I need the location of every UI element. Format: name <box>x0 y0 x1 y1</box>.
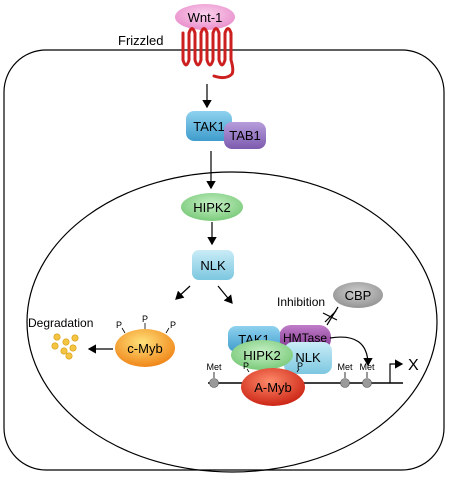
tak1-node <box>186 111 232 141</box>
nlk-label: NLK <box>200 258 226 273</box>
cmyb-p-stem-1 <box>121 327 126 334</box>
tab1-label: TAB1 <box>229 128 261 143</box>
complex-nlk-node <box>284 342 332 374</box>
transcription-start-arrow <box>389 359 404 383</box>
wnt1-label: Wnt-1 <box>188 10 223 25</box>
amyb-node <box>241 368 305 406</box>
hipk2-node <box>181 193 243 221</box>
nucleus <box>26 171 438 473</box>
complex-nlk-label: NLK <box>295 350 321 365</box>
degradation-label: Degradation <box>28 316 93 330</box>
amyb-p-stem-1 <box>246 368 250 373</box>
met-label-1: Met <box>206 362 222 372</box>
cmyb-node <box>115 329 175 367</box>
inhibition-x-b <box>324 310 337 323</box>
met-site-3 <box>362 378 372 388</box>
cmyb-label: c-Myb <box>127 341 162 356</box>
cbp-label: CBP <box>345 288 372 303</box>
amyb-phospho-1: P <box>243 361 249 371</box>
cmyb-p-stem-3 <box>165 327 170 334</box>
complex-hipk2-label: HIPK2 <box>243 348 281 363</box>
cmyb-phospho-2: P <box>142 314 148 324</box>
wnt1-ligand <box>175 4 235 30</box>
met-label-2: Met <box>337 362 353 372</box>
amyb-label: A-Myb <box>254 380 292 395</box>
cmyb-phospho-3: P <box>170 320 176 330</box>
arrow-nlk-to-amyb <box>217 285 233 304</box>
inhibition-line <box>326 306 339 326</box>
amyb-phospho-2: P <box>297 361 303 371</box>
complex-hipk2-node <box>231 340 293 370</box>
cmyb-phospho-1: P <box>116 320 122 330</box>
cbp-node <box>333 282 383 308</box>
frizzled-receptor <box>181 27 235 80</box>
degradation-fragments <box>51 333 79 360</box>
tab1-node <box>224 122 266 149</box>
hipk2-label: HIPK2 <box>193 200 231 215</box>
tak1-label: TAK1 <box>193 119 225 134</box>
arrow-nlk-to-cmyb <box>175 285 191 300</box>
gene-x-label: X <box>408 357 419 374</box>
frizzled-label: Frizzled <box>118 33 164 48</box>
met-label-3: Met <box>359 362 375 372</box>
arrow-hmtase-to-met <box>329 336 373 367</box>
hmtase-label: HMTase <box>283 331 327 345</box>
met-site-2 <box>340 378 350 388</box>
nlk-node <box>192 250 234 280</box>
met-site-1 <box>209 378 219 388</box>
amyb-p-stem-2 <box>296 368 300 373</box>
inhibition-label: Inhibition <box>277 295 325 309</box>
